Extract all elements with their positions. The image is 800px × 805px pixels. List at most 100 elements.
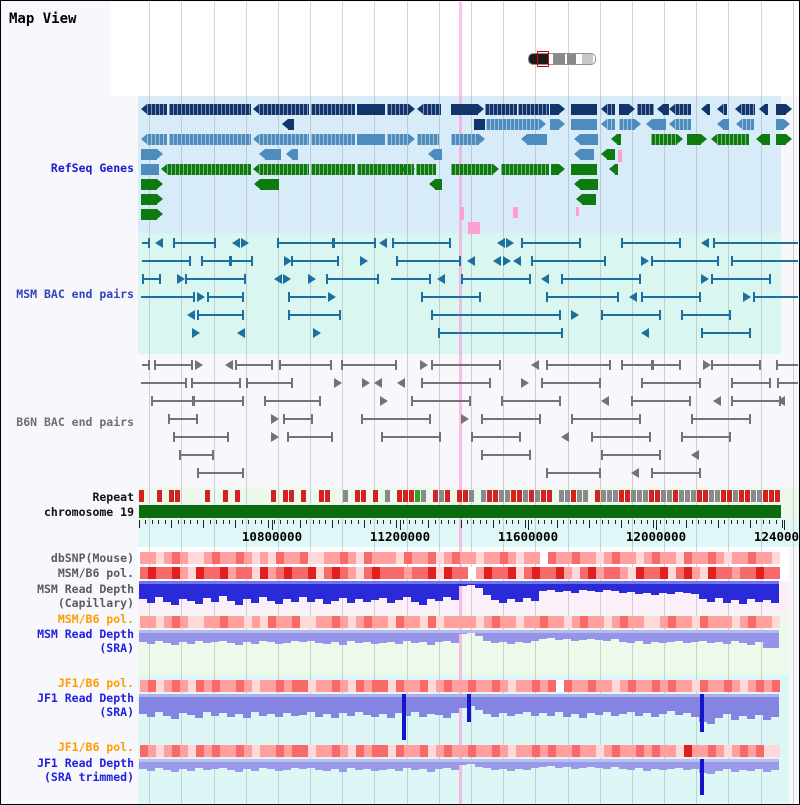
- b6n-bac-endcap[interactable]: [499, 360, 501, 370]
- b6n-bac-endcap[interactable]: [729, 432, 731, 442]
- msm-bac-arrow-icon[interactable]: [641, 256, 649, 266]
- gene-glyph[interactable]: [582, 194, 596, 205]
- msm-bac-line[interactable]: [713, 242, 798, 244]
- b6n-bac-line[interactable]: [711, 364, 761, 366]
- b6n-bac-endcap[interactable]: [421, 378, 423, 388]
- b6n-bac-line[interactable]: [777, 382, 798, 384]
- gene-arrow-icon[interactable]: [559, 164, 565, 174]
- msm-bac-endcap[interactable]: [729, 310, 731, 320]
- b6n-bac-endcap[interactable]: [330, 360, 332, 370]
- b6n-bac-endcap[interactable]: [609, 360, 611, 370]
- b6n-bac-endcap[interactable]: [489, 378, 491, 388]
- b6n-bac-endcap[interactable]: [481, 450, 483, 460]
- b6n-bac-endcap[interactable]: [469, 396, 471, 406]
- gene-arrow-icon[interactable]: [677, 134, 683, 144]
- b6n-bac-line[interactable]: [776, 364, 798, 366]
- gene-glyph[interactable]: [387, 104, 409, 115]
- msm-bac-arrow-icon[interactable]: [177, 274, 185, 284]
- b6n-bac-line[interactable]: [681, 436, 731, 438]
- gene-glyph[interactable]: [501, 164, 549, 175]
- gene-glyph[interactable]: [141, 164, 159, 175]
- msm-bac-endcap[interactable]: [449, 238, 451, 248]
- msm-bac-arrow-icon[interactable]: [155, 238, 163, 248]
- gene-glyph[interactable]: [435, 179, 442, 190]
- b6n-bac-arrow-icon[interactable]: [362, 378, 370, 388]
- msm-bac-arrow-icon[interactable]: [541, 274, 549, 284]
- msm-bac-midcap[interactable]: [229, 256, 232, 266]
- gene-glyph[interactable]: [141, 209, 157, 220]
- gene-glyph[interactable]: [652, 119, 666, 130]
- gene-arrow-icon[interactable]: [735, 104, 741, 114]
- gene-glyph[interactable]: [387, 134, 409, 145]
- b6n-bac-endcap[interactable]: [541, 378, 543, 388]
- b6n-bac-endcap[interactable]: [212, 450, 214, 460]
- b6n-bac-arrow-icon[interactable]: [601, 396, 609, 406]
- msm-bac-arrow-icon[interactable]: [506, 238, 514, 248]
- gene-glyph[interactable]: [407, 164, 414, 175]
- b6n-bac-line[interactable]: [179, 454, 214, 456]
- b6n-bac-endcap[interactable]: [769, 378, 771, 388]
- b6n-bac-endcap[interactable]: [271, 360, 273, 370]
- gene-glyph[interactable]: [717, 134, 749, 145]
- b6n-bac-endcap[interactable]: [361, 414, 363, 424]
- gene-glyph[interactable]: [762, 134, 770, 145]
- b6n-bac-arrow-icon[interactable]: [380, 396, 388, 406]
- gene-glyph[interactable]: [571, 164, 597, 175]
- gene-arrow-icon[interactable]: [574, 134, 580, 144]
- b6n-bac-arrow-icon[interactable]: [703, 360, 711, 370]
- b6n-bac-endcap[interactable]: [699, 468, 701, 478]
- gene-arrow-icon[interactable]: [701, 104, 707, 114]
- msm-bac-endcap[interactable]: [201, 256, 203, 266]
- b6n-bac-endcap[interactable]: [179, 450, 181, 460]
- b6n-bac-endcap[interactable]: [431, 360, 433, 370]
- b6n-bac-endcap[interactable]: [621, 360, 623, 370]
- gene-glyph[interactable]: [423, 104, 441, 115]
- msm-bac-arrow-icon[interactable]: [503, 256, 511, 266]
- msm-bac-arrow-icon[interactable]: [284, 256, 292, 266]
- msm-bac-endcap[interactable]: [242, 310, 244, 320]
- b6n-bac-endcap[interactable]: [599, 378, 601, 388]
- msm-bac-endcap[interactable]: [531, 256, 533, 266]
- b6n-bac-endcap[interactable]: [429, 414, 431, 424]
- msm-bac-endcap[interactable]: [617, 292, 619, 302]
- gene-arrow-icon[interactable]: [540, 119, 546, 129]
- msm-bac-line[interactable]: [461, 278, 531, 280]
- b6n-bac-endcap[interactable]: [559, 396, 561, 406]
- msm-bac-endcap[interactable]: [651, 256, 653, 266]
- gene-arrow-icon[interactable]: [786, 104, 792, 114]
- b6n-bac-line[interactable]: [651, 472, 701, 474]
- msm-bac-line[interactable]: [651, 260, 719, 262]
- msm-bac-line[interactable]: [185, 278, 246, 280]
- msm-bac-line[interactable]: [641, 296, 701, 298]
- gene-glyph[interactable]: [617, 134, 621, 145]
- gene-arrow-icon[interactable]: [736, 119, 742, 129]
- b6n-bac-line[interactable]: [264, 400, 321, 402]
- msm-bac-endcap[interactable]: [681, 310, 683, 320]
- gene-glyph[interactable]: [260, 179, 279, 190]
- gene-arrow-icon[interactable]: [521, 134, 527, 144]
- gene-glyph[interactable]: [141, 149, 157, 160]
- msm-bac-midcap[interactable]: [332, 238, 335, 248]
- gene-arrow-icon[interactable]: [574, 149, 580, 159]
- gene-glyph[interactable]: [474, 119, 485, 130]
- msm-bac-line[interactable]: [142, 260, 191, 262]
- msm-bac-arrow-icon[interactable]: [328, 292, 336, 302]
- b6n-bac-endcap[interactable]: [641, 378, 643, 388]
- msm-bac-endcap[interactable]: [659, 310, 661, 320]
- msm-bac-endcap[interactable]: [749, 328, 751, 338]
- msm-bac-line[interactable]: [531, 260, 606, 262]
- b6n-bac-line[interactable]: [501, 400, 561, 402]
- gene-glyph[interactable]: [571, 104, 597, 115]
- b6n-bac-line[interactable]: [287, 436, 333, 438]
- b6n-bac-line[interactable]: [154, 364, 193, 366]
- msm-bac-arrow-icon[interactable]: [197, 292, 205, 302]
- b6n-bac-endcap[interactable]: [197, 468, 199, 478]
- b6n-bac-endcap[interactable]: [681, 432, 683, 442]
- gene-glyph[interactable]: [357, 134, 385, 145]
- msm-bac-line[interactable]: [396, 260, 461, 262]
- msm-bac-line[interactable]: [701, 332, 751, 334]
- b6n-bac-arrow-icon[interactable]: [521, 378, 529, 388]
- msm-bac-endcap[interactable]: [288, 310, 290, 320]
- gene-arrow-icon[interactable]: [609, 164, 615, 174]
- b6n-bac-endcap[interactable]: [759, 360, 761, 370]
